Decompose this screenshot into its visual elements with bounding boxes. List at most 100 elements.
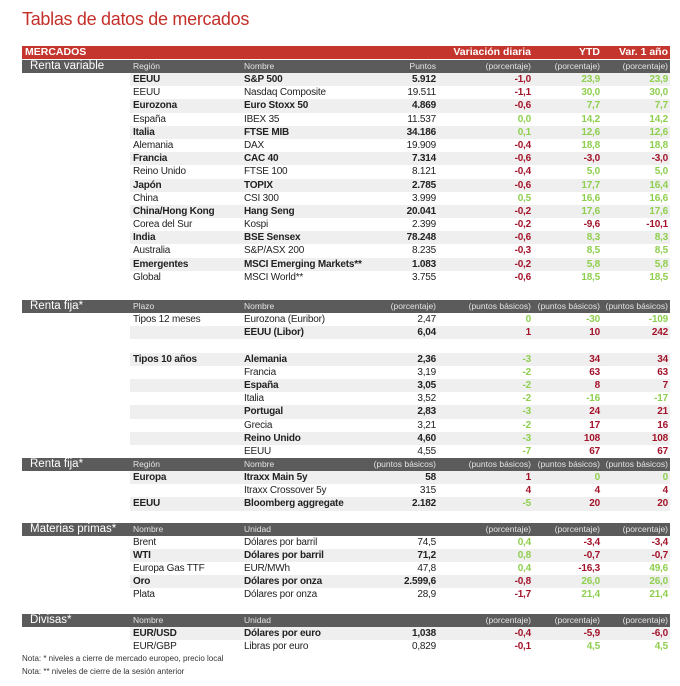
one-year-change: 4 [662, 485, 669, 497]
markets-label: MERCADOS [25, 46, 87, 58]
section-header: Renta fija* Región Nombre (puntos básicos) (… [22, 458, 670, 472]
column-header: (porcentaje) [554, 61, 600, 71]
row-level: 8.235 [411, 245, 436, 257]
row-name: Grecia [244, 419, 273, 431]
row-label: Corea del Sur [133, 219, 193, 231]
ytd-change: 0 [594, 472, 601, 484]
ytd-change: 21,4 [581, 589, 600, 601]
ytd-change: 67 [589, 445, 600, 457]
one-year-change: 21 [657, 406, 668, 418]
column-header: (puntos básicos) [373, 459, 436, 470]
daily-change: -0,2 [514, 219, 532, 231]
row-label: Italia [133, 126, 155, 138]
daily-change: 0,8 [517, 549, 532, 561]
table-row: Europa Gas TTF EUR/MWh 47,8 0,4 -16,3 49,6 [22, 562, 670, 575]
ytd-change: 63 [589, 366, 600, 378]
daily-change: -1,7 [514, 589, 532, 601]
table-row: Alemania DAX 19.909 -0,4 18,8 18,8 [22, 139, 670, 152]
row-level: 3.999 [411, 192, 436, 204]
one-year-change: 18,8 [649, 139, 668, 151]
row-name: S&P/ASX 200 [244, 245, 305, 257]
daily-change: -0,3 [514, 245, 532, 257]
daily-change: -2 [522, 419, 532, 431]
table-row: Oro Dólares por onza 2.599,6 -0,8 26,0 26,0 [22, 575, 670, 589]
one-year-change: -3,4 [651, 536, 669, 548]
table-row: EUR/GBP Libras por euro 0,829 -0,1 4,5 4,5 [22, 640, 670, 653]
row-label: WTI [133, 549, 151, 561]
row-level: 0,829 [411, 640, 436, 652]
row-label: Australia [133, 245, 171, 257]
row-name: Francia [244, 366, 276, 378]
row-name: Itraxx Crossover 5y [244, 485, 327, 497]
daily-change: -2 [522, 393, 532, 405]
one-year-change: 16,6 [649, 192, 668, 204]
row-name: Dólares por euro [244, 627, 321, 639]
row-level: 3,05 [417, 379, 436, 391]
daily-change: 1 [525, 472, 532, 484]
row-name: EUR/MWh [244, 563, 290, 574]
ytd-change: 24 [589, 406, 600, 418]
one-year-change: 0 [662, 472, 669, 484]
ytd-change: -3,4 [583, 536, 601, 548]
one-year-change: -0,7 [651, 549, 669, 561]
row-level: 71,2 [417, 549, 436, 561]
row-level: 7.314 [411, 153, 436, 165]
ytd-change: -5,9 [583, 627, 601, 639]
row-name: Dólares por onza [244, 576, 322, 588]
row-level: 2.599,6 [404, 576, 436, 588]
column-header: (porcentaje) [485, 614, 531, 625]
table-row: India BSE Sensex 78.248 -0,6 8,3 8,3 [22, 231, 670, 245]
row-level: 34.186 [406, 126, 437, 138]
daily-change: -7 [522, 445, 532, 457]
ytd-change: -16,3 [578, 563, 600, 574]
daily-change: 0,1 [517, 126, 532, 138]
one-year-change: 16 [657, 419, 668, 431]
ytd-change: 8 [594, 379, 601, 391]
row-name: EEUU [244, 445, 271, 457]
daily-change: -5 [522, 498, 532, 510]
table-row: Plata Dólares por onza 28,9 -1,7 21,4 21,4 [22, 588, 670, 601]
ytd-change: -3,0 [583, 153, 601, 165]
one-year-change: 5,8 [654, 258, 669, 270]
column-header: Nombre [244, 459, 275, 470]
row-label: China/Hong Kong [133, 205, 215, 217]
row-level: 2,36 [417, 353, 436, 365]
row-name: Dólares por barril [244, 549, 324, 561]
one-year-change: 7 [662, 379, 669, 391]
ytd-change: 4,5 [586, 640, 601, 652]
column-header: (porcentaje) [554, 614, 600, 625]
row-level: 78.248 [406, 232, 437, 244]
daily-change: 0,5 [517, 192, 532, 204]
row-label: EEUU [133, 74, 160, 85]
table-row: Brent Dólares por barril 74,5 0,4 -3,4 -3,4 [22, 536, 670, 549]
table-row: Italia FTSE MIB 34.186 0,1 12,6 12,6 [22, 125, 670, 140]
table-row: Tipos 12 meses Eurozona (Euribor) 2,47 0 -30… [22, 313, 670, 326]
table-row: Tipos 10 años Alemania 2,36 -3 34 34 [22, 352, 670, 366]
daily-change: 0,0 [517, 113, 532, 125]
row-name: Portugal [244, 406, 283, 418]
one-year-change: 34 [657, 353, 668, 365]
row-label: Japón [133, 179, 162, 191]
daily-change: -0,6 [514, 100, 532, 112]
row-label: EEUU [133, 87, 160, 99]
one-year-change: 14,2 [649, 113, 668, 125]
ytd-change: 18,5 [581, 271, 600, 283]
row-name: Hang Seng [244, 205, 295, 217]
section-3: Materias primas* Nombre Unidad (porcentaje)… [22, 522, 670, 602]
table-row: China CSI 300 3.999 0,5 16,6 16,6 [22, 192, 670, 205]
daily-change: 0,4 [517, 563, 532, 574]
row-name: Dólares por onza [244, 589, 317, 601]
daily-change: -0,8 [514, 576, 532, 588]
section-header: Materias primas* Nombre Unidad (porcentaje)… [22, 522, 670, 536]
one-year-change: 21,4 [649, 589, 668, 601]
column-header: Nombre [133, 614, 164, 625]
row-level: 4,55 [417, 445, 436, 457]
row-label: Global [133, 271, 161, 283]
row-name: IBEX 35 [244, 113, 280, 125]
column-header: Región [133, 459, 160, 470]
row-level: 2.399 [411, 219, 436, 231]
table-row: Europa Itraxx Main 5y 58 1 0 0 [22, 471, 670, 485]
column-header: (porcentaje) [390, 301, 436, 311]
column-header: (puntos básicos) [605, 459, 668, 470]
column-header: Puntos [409, 61, 436, 71]
